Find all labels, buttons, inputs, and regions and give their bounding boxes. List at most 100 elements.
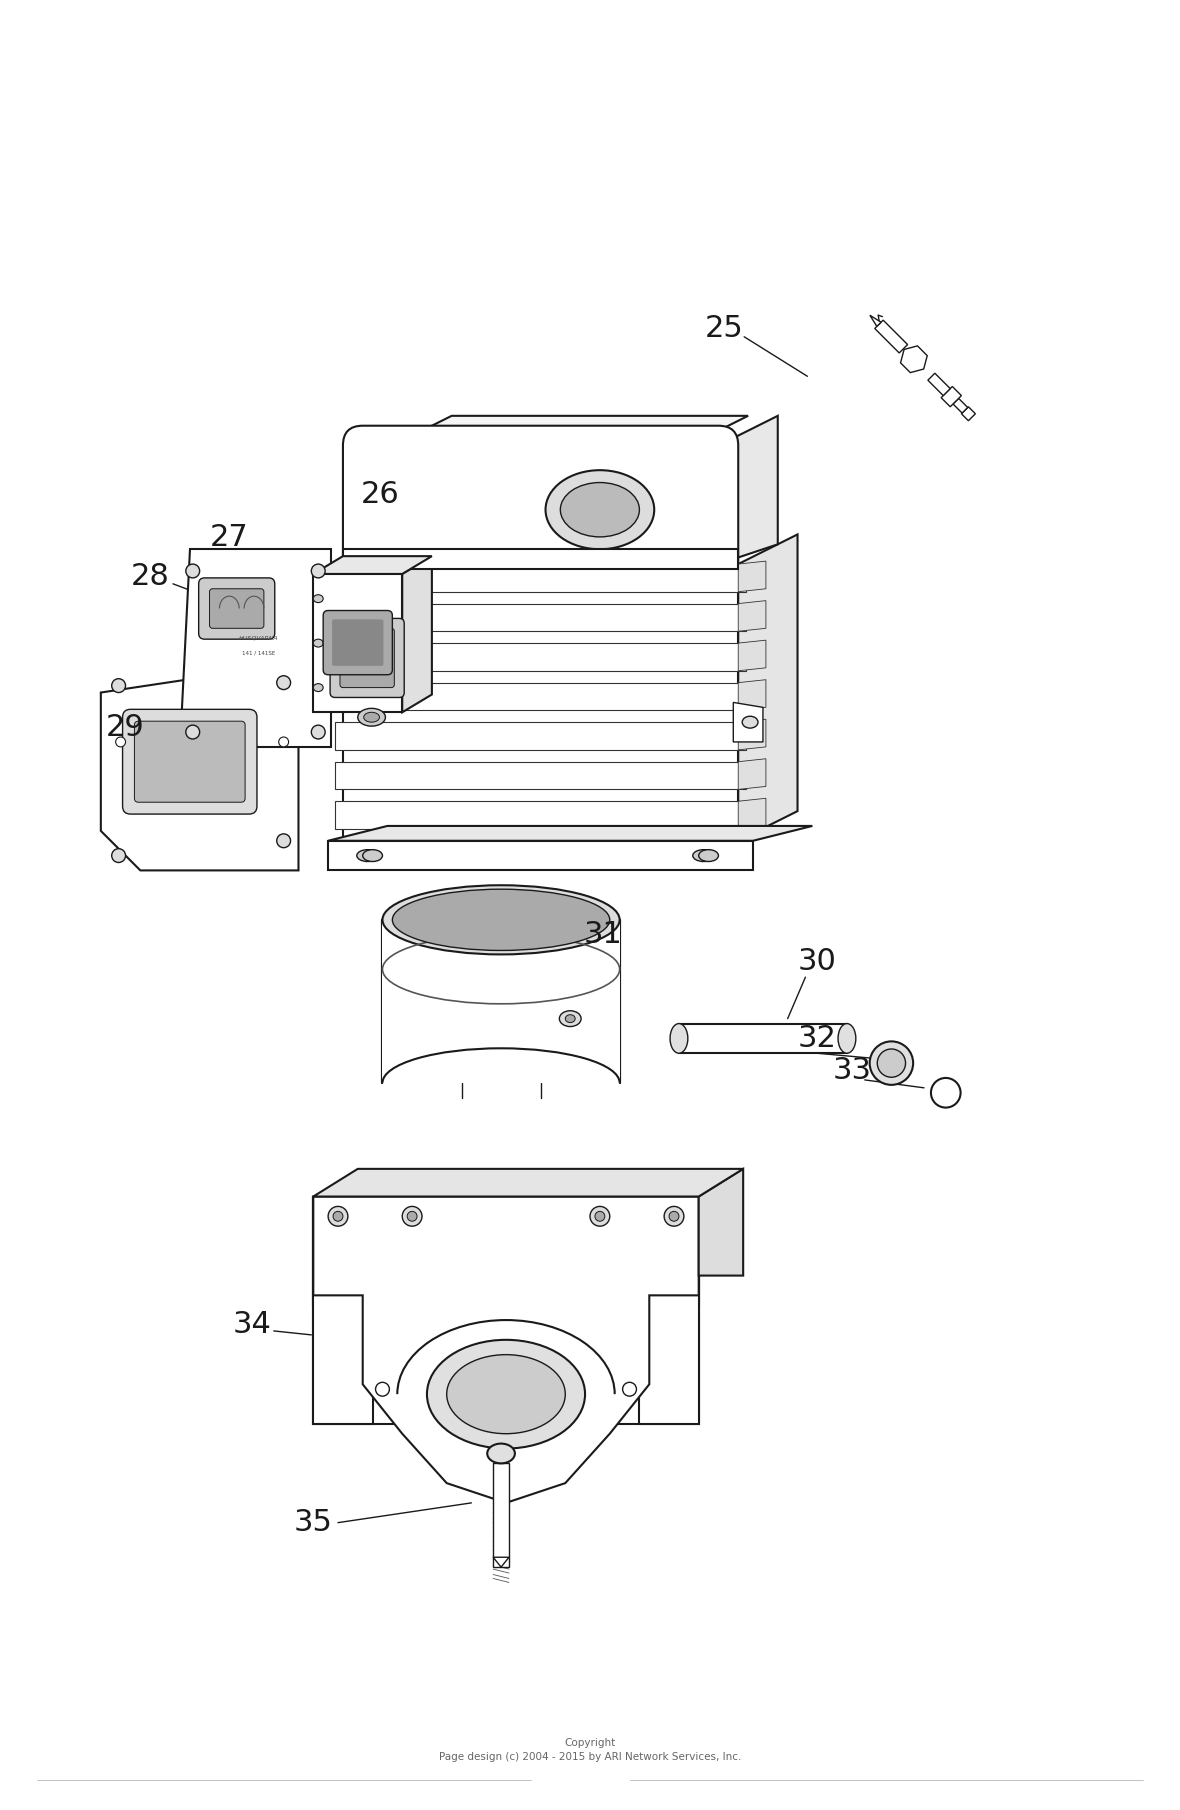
Polygon shape [739, 534, 798, 842]
Polygon shape [314, 1169, 743, 1196]
Polygon shape [314, 1196, 699, 1424]
Ellipse shape [623, 1383, 636, 1396]
Text: HUSQVARNA: HUSQVARNA [240, 635, 278, 641]
FancyBboxPatch shape [330, 619, 405, 697]
Ellipse shape [590, 1207, 610, 1225]
Ellipse shape [314, 595, 323, 603]
Polygon shape [402, 556, 432, 713]
Ellipse shape [877, 1050, 905, 1077]
FancyBboxPatch shape [198, 577, 275, 639]
Polygon shape [739, 758, 766, 789]
Bar [335, 722, 746, 749]
FancyBboxPatch shape [340, 628, 394, 688]
Polygon shape [927, 373, 950, 396]
Ellipse shape [559, 1010, 581, 1026]
Bar [640, 1196, 699, 1424]
Bar [343, 565, 739, 842]
Text: 25: 25 [704, 315, 743, 344]
Ellipse shape [312, 565, 326, 577]
Ellipse shape [670, 1024, 688, 1053]
Bar [314, 574, 402, 713]
Ellipse shape [742, 717, 758, 728]
Polygon shape [699, 1169, 743, 1276]
Ellipse shape [375, 1383, 389, 1396]
Ellipse shape [185, 565, 199, 577]
Ellipse shape [314, 684, 323, 691]
Polygon shape [739, 561, 766, 592]
Ellipse shape [402, 1207, 422, 1225]
Text: 32: 32 [798, 1024, 837, 1053]
Polygon shape [733, 702, 763, 742]
Ellipse shape [447, 1354, 565, 1434]
Ellipse shape [407, 1211, 417, 1222]
Ellipse shape [838, 1024, 856, 1053]
Ellipse shape [565, 1015, 575, 1023]
Bar [343, 548, 739, 568]
Polygon shape [179, 548, 332, 748]
Ellipse shape [664, 1207, 684, 1225]
Bar [335, 565, 746, 592]
Text: 141 / 141SE: 141 / 141SE [242, 650, 276, 655]
Text: 28: 28 [131, 563, 170, 592]
Polygon shape [900, 346, 927, 373]
FancyBboxPatch shape [332, 619, 384, 666]
FancyBboxPatch shape [323, 610, 393, 675]
Ellipse shape [328, 1207, 348, 1225]
Ellipse shape [358, 708, 386, 726]
Text: 26: 26 [361, 480, 400, 509]
Ellipse shape [277, 834, 290, 847]
FancyBboxPatch shape [135, 720, 245, 802]
Ellipse shape [314, 639, 323, 646]
Polygon shape [314, 1196, 699, 1502]
Polygon shape [739, 798, 766, 829]
Polygon shape [493, 1557, 509, 1567]
Ellipse shape [393, 889, 610, 950]
Polygon shape [739, 601, 766, 632]
FancyBboxPatch shape [123, 710, 257, 814]
Bar [678, 1024, 847, 1053]
Ellipse shape [112, 679, 125, 693]
Ellipse shape [487, 1444, 514, 1462]
Polygon shape [739, 719, 766, 749]
Text: 35: 35 [294, 1508, 333, 1537]
Bar [335, 682, 746, 710]
Ellipse shape [277, 675, 290, 690]
Polygon shape [719, 416, 778, 565]
Bar [335, 643, 746, 672]
Text: 31: 31 [583, 919, 622, 948]
Bar [328, 842, 753, 871]
Ellipse shape [931, 1079, 961, 1108]
Ellipse shape [545, 471, 654, 548]
Ellipse shape [595, 1211, 605, 1222]
Ellipse shape [427, 1339, 585, 1448]
Bar [314, 1196, 373, 1424]
Polygon shape [942, 387, 962, 407]
Ellipse shape [112, 849, 125, 863]
Polygon shape [953, 398, 968, 413]
Text: Copyright
Page design (c) 2004 - 2015 by ARI Network Services, Inc.: Copyright Page design (c) 2004 - 2015 by… [439, 1738, 741, 1763]
Polygon shape [393, 416, 748, 445]
Bar [314, 1196, 699, 1305]
Polygon shape [962, 407, 976, 420]
Ellipse shape [116, 737, 125, 748]
Polygon shape [328, 825, 812, 842]
Text: 33: 33 [832, 1055, 871, 1084]
Text: 27: 27 [210, 523, 249, 552]
Ellipse shape [560, 483, 640, 538]
Polygon shape [870, 315, 881, 326]
Ellipse shape [278, 737, 289, 748]
Ellipse shape [693, 849, 715, 862]
Polygon shape [314, 556, 432, 574]
Ellipse shape [356, 849, 379, 862]
Polygon shape [382, 919, 620, 1082]
Bar [335, 603, 746, 632]
Bar [493, 1462, 509, 1567]
Bar [335, 762, 746, 789]
Polygon shape [874, 320, 907, 353]
Ellipse shape [870, 1041, 913, 1084]
Ellipse shape [382, 885, 620, 954]
Polygon shape [100, 662, 299, 871]
Ellipse shape [363, 713, 380, 722]
Polygon shape [739, 641, 766, 672]
Polygon shape [739, 681, 766, 710]
